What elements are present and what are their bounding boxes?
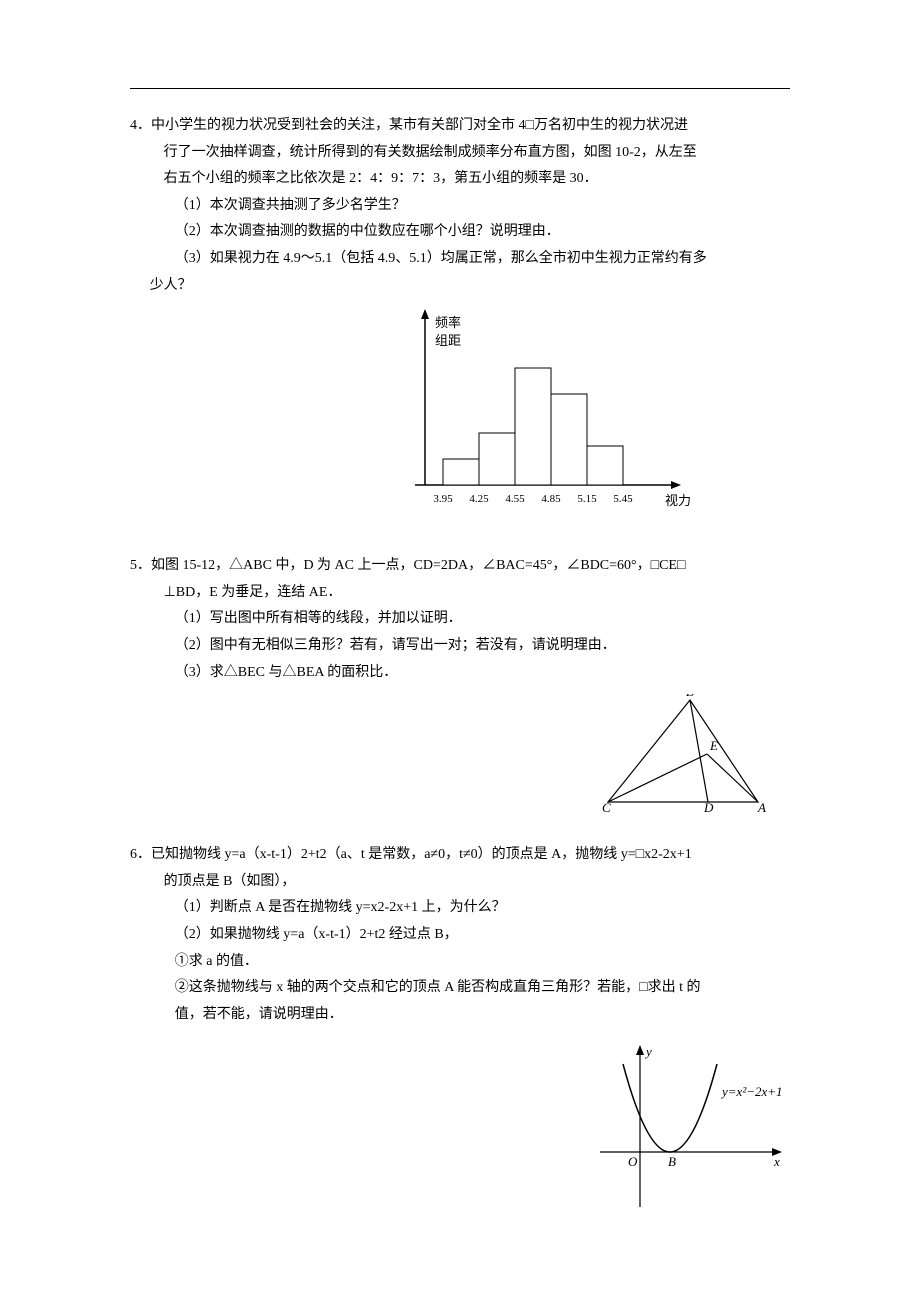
problem-4-q3b: 少人？ <box>130 273 790 300</box>
bar-1 <box>443 459 479 485</box>
parabola-figure: O B x y y=x²−2x+1 <box>590 1042 790 1212</box>
problem-6-line1: 已知抛物线 y=a（x-t-1）2+t2（a、t 是常数，a≠0，t≠0）的顶点… <box>151 847 692 862</box>
y-axis-arrow-icon <box>421 309 429 319</box>
problem-6-s2a: ②这条抛物线与 x 轴的两个交点和它的顶点 A 能否构成直角三角形？若能，□求出… <box>130 975 790 1002</box>
problem-4-line2: 行了一次抽样调查，统计所得到的有关数据绘制成频率分布直方图，如图 10-2，从左… <box>130 140 790 167</box>
label-a: A <box>757 800 766 814</box>
parabola-curve <box>623 1064 717 1152</box>
problem-6-number: 6． <box>130 847 151 862</box>
segment-bd <box>690 700 708 802</box>
histogram-figure: 频率 组距 视力 3.95 4.25 4.55 4.85 5.15 5. <box>385 305 695 525</box>
label-o: O <box>628 1154 638 1169</box>
label-b: B <box>668 1154 676 1169</box>
bar-2 <box>479 433 515 485</box>
curve-label: y=x²−2x+1 <box>720 1084 783 1099</box>
x-axis-arrow-icon <box>671 481 681 489</box>
y-label-1: 频率 <box>435 315 461 330</box>
triangle-abc <box>608 700 758 802</box>
bar-5 <box>587 446 623 485</box>
histogram-bars <box>443 368 623 485</box>
problem-5-line2: ⊥BD，E 为垂足，连结 AE． <box>130 580 790 607</box>
problem-6: 6．已知抛物线 y=a（x-t-1）2+t2（a、t 是常数，a≠0，t≠0）的… <box>130 842 790 1212</box>
y-label-2: 组距 <box>435 333 461 348</box>
problem-4-q3a: （3）如果视力在 4.9～5.1（包括 4.9、5.1）均属正常，那么全市初中生… <box>130 246 790 273</box>
problem-5-q2: （2）图中有无相似三角形？若有，请写出一对；若没有，请说明理由． <box>130 633 790 660</box>
problem-4-number: 4． <box>130 118 151 133</box>
problem-4-q2: （2）本次调查抽测的数据的中位数应在哪个小组？说明理由． <box>130 219 790 246</box>
tick-2: 4.55 <box>505 493 525 505</box>
bar-4 <box>551 394 587 485</box>
problem-6-s1: ①求 a 的值． <box>130 949 790 976</box>
top-rule <box>130 88 790 89</box>
tick-4: 5.15 <box>577 493 597 505</box>
tick-1: 4.25 <box>469 493 489 505</box>
segment-ae <box>707 754 758 802</box>
label-e: E <box>709 738 718 753</box>
tick-3: 4.85 <box>541 493 561 505</box>
problem-5-line1: 如图 15-12，△ABC 中，D 为 AC 上一点，CD=2DA，∠BAC=4… <box>151 558 685 573</box>
problem-6-q1: （1）判断点 A 是否在抛物线 y=x2-2x+1 上，为什么？ <box>130 895 790 922</box>
label-c: C <box>602 800 611 814</box>
tick-5: 5.45 <box>613 493 633 505</box>
x-label: 视力 <box>665 493 691 508</box>
problem-5: 5．如图 15-12，△ABC 中，D 为 AC 上一点，CD=2DA，∠BAC… <box>130 553 790 814</box>
problem-4-q1: （1）本次调查共抽测了多少名学生？ <box>130 193 790 220</box>
bar-3 <box>515 368 551 485</box>
problem-4-line3: 右五个小组的频率之比依次是 2：4：9：7：3，第五小组的频率是 30． <box>130 166 790 193</box>
label-d: D <box>703 800 714 814</box>
problem-6-q2: （2）如果抛物线 y=a（x-t-1）2+t2 经过点 B， <box>130 922 790 949</box>
label-x: x <box>773 1154 780 1169</box>
y-axis-arrow-icon <box>636 1045 644 1055</box>
problem-6-s2b: 值，若不能，请说明理由． <box>130 1002 790 1029</box>
tick-0: 3.95 <box>433 493 453 505</box>
triangle-figure: B C D A E <box>600 694 770 814</box>
segment-ce <box>608 754 707 802</box>
label-b: B <box>686 694 694 699</box>
problem-5-q1: （1）写出图中所有相等的线段，并加以证明． <box>130 606 790 633</box>
problem-5-number: 5． <box>130 558 151 573</box>
problem-4: 4．中小学生的视力状况受到社会的关注，某市有关部门对全市 4□万名初中生的视力状… <box>130 113 790 525</box>
problem-4-line1: 中小学生的视力状况受到社会的关注，某市有关部门对全市 4□万名初中生的视力状况进 <box>151 118 688 133</box>
problem-6-line2: 的顶点是 B（如图）， <box>130 869 790 896</box>
label-y: y <box>644 1044 652 1059</box>
problem-5-q3: （3）求△BEC 与△BEA 的面积比． <box>130 660 790 687</box>
